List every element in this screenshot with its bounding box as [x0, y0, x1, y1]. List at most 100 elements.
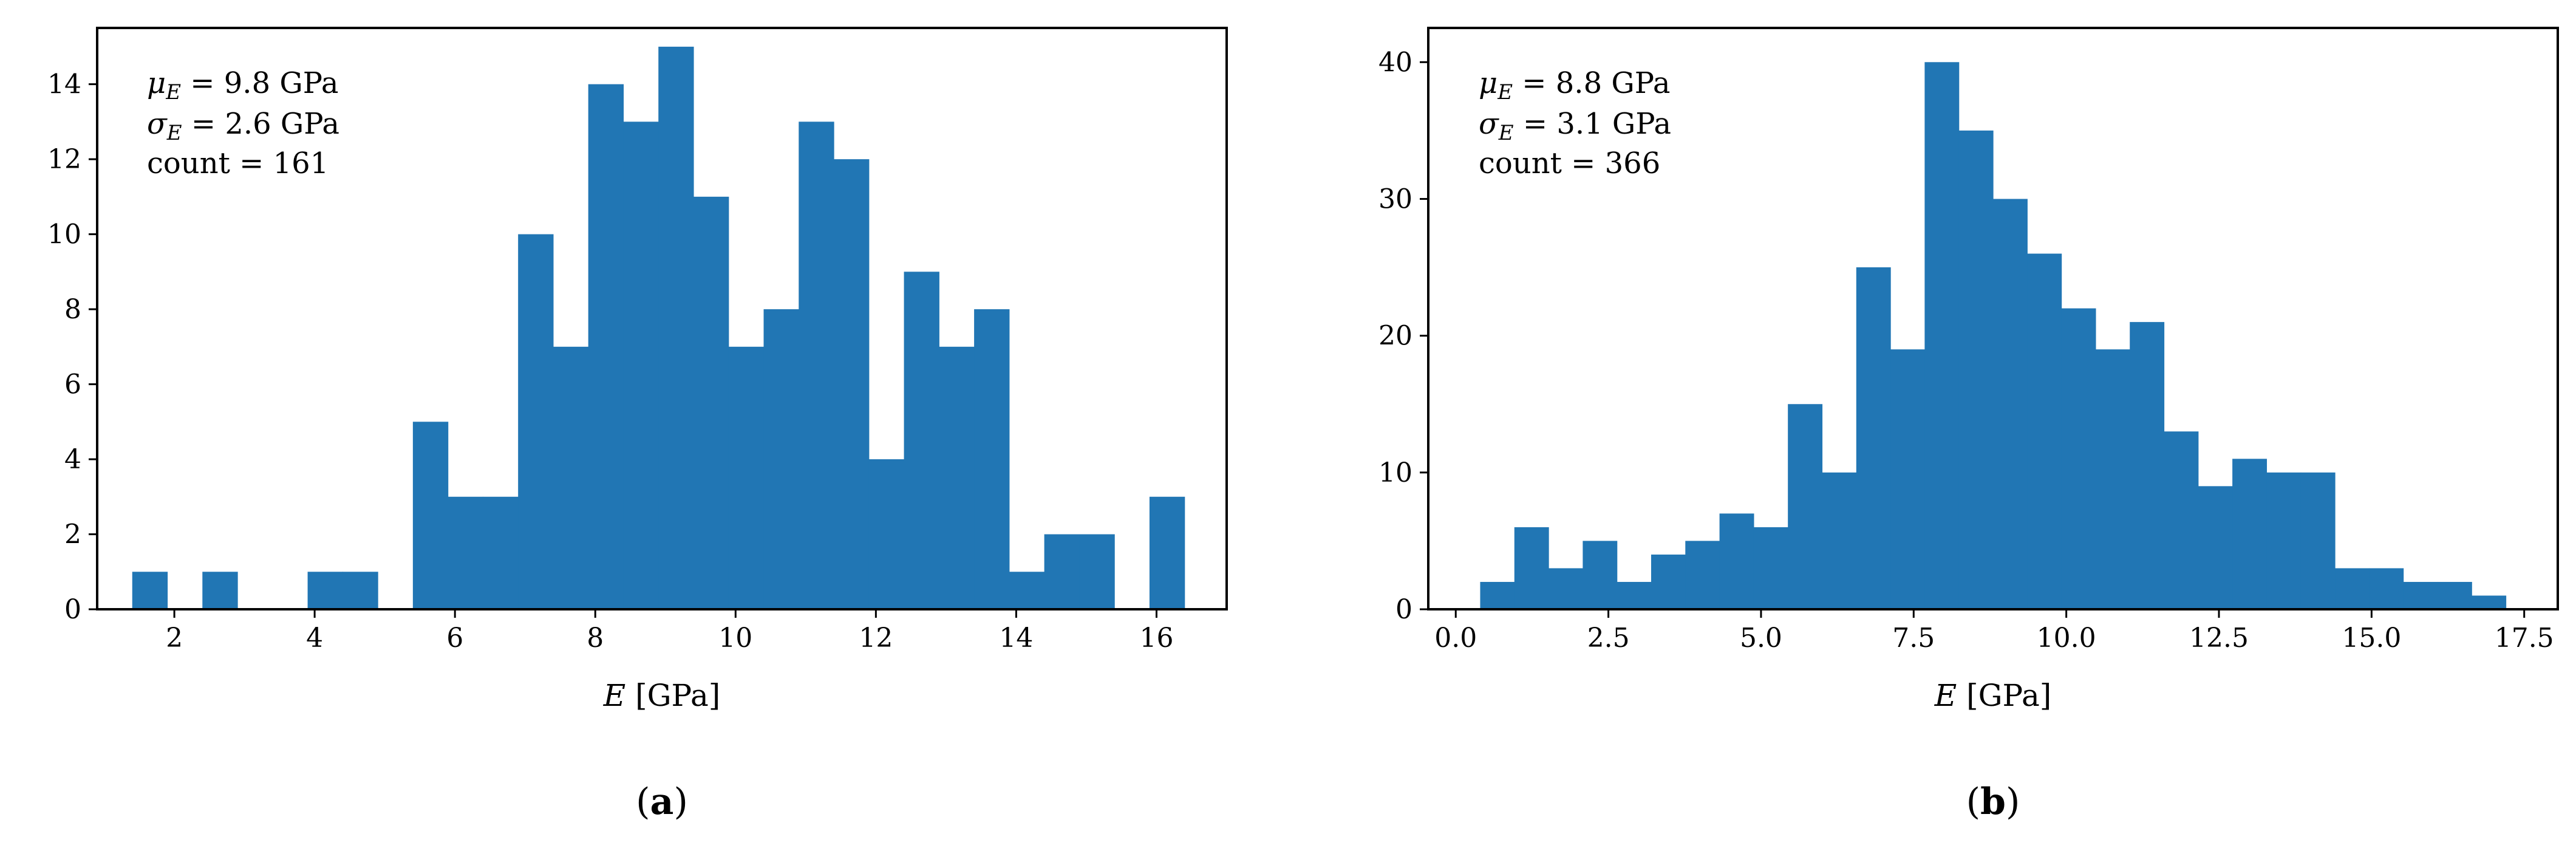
- x-tick-label: 14: [999, 623, 1033, 654]
- panel-b-count-label: count = 366: [1479, 146, 1660, 180]
- histogram-bar: [2130, 322, 2165, 609]
- histogram-bar: [1651, 554, 1686, 609]
- histogram-bar: [939, 346, 975, 609]
- panel-a-mean-label: μE = 9.8 GPa: [147, 66, 338, 104]
- panel-a-caption: (a): [636, 781, 688, 823]
- histogram-bar: [1549, 568, 1583, 609]
- panel-a-count-label: count = 161: [147, 146, 329, 180]
- x-tick-label: 10.0: [2037, 623, 2096, 654]
- histogram-bar: [623, 121, 659, 610]
- panel-b-bars: [1480, 62, 2507, 610]
- panel-a-std-label: σE = 2.6 GPa: [147, 107, 339, 145]
- histogram-bar: [2164, 431, 2199, 609]
- x-tick-label: 4: [306, 623, 323, 654]
- histogram-bar: [1044, 534, 1080, 609]
- histogram-bar: [693, 196, 729, 610]
- panel-b-ticks: 0.0 2.5 5.0 7.5 10.0 12.5 15.0 17.5 0 10 20 30 40: [1378, 47, 2554, 654]
- x-tick-label: 10: [718, 623, 752, 654]
- x-tick-label: 12: [859, 623, 893, 654]
- y-tick-label: 4: [64, 444, 81, 475]
- histogram-bar: [904, 272, 939, 609]
- y-tick-label: 8: [64, 294, 81, 325]
- x-tick-label: 16: [1139, 623, 1173, 654]
- histogram-bar: [132, 572, 168, 609]
- histogram-bar: [202, 572, 238, 609]
- histogram-bar: [1993, 199, 2028, 610]
- histogram-bar: [1822, 472, 1857, 609]
- y-tick-label: 30: [1378, 183, 1412, 214]
- histogram-bar: [1890, 349, 1925, 609]
- histogram-bar: [553, 346, 589, 609]
- histogram-bar: [1149, 496, 1185, 609]
- panel-b-frame: [1427, 27, 2559, 610]
- histogram-bar: [1788, 404, 1823, 609]
- x-tick-label: 2: [166, 623, 183, 654]
- histogram-bar: [342, 572, 378, 609]
- histogram-bar: [1514, 527, 1549, 609]
- histogram-bar: [2232, 459, 2268, 609]
- histogram-bar: [1856, 267, 1891, 609]
- panel-a-ticks: 2 4 6 8 10 12 14 16 0 2 4 6 8 10 12 14: [47, 69, 1173, 654]
- y-tick-label: 10: [47, 219, 81, 250]
- histogram-bar: [2266, 472, 2302, 609]
- histogram-bar: [728, 346, 765, 609]
- y-tick-label: 14: [47, 69, 81, 100]
- histogram-bar: [1079, 534, 1115, 609]
- histogram-bar: [868, 459, 905, 609]
- histogram-bar: [2369, 568, 2404, 609]
- y-tick-label: 0: [1395, 594, 1412, 625]
- histogram-bar: [2437, 581, 2472, 609]
- x-tick-label: 5.0: [1740, 623, 1782, 654]
- panel-b: 0.0 2.5 5.0 7.5 10.0 12.5 15.0 17.5 0 10 20 30 40 μE…: [1378, 27, 2559, 823]
- histogram-bar: [1753, 527, 1788, 609]
- panel-b-caption: (b): [1966, 781, 2020, 823]
- histogram-bar: [518, 234, 554, 610]
- histogram-bar: [974, 309, 1010, 609]
- histogram-bar: [2027, 253, 2062, 609]
- x-tick-label: 17.5: [2495, 623, 2554, 654]
- y-tick-label: 2: [64, 519, 81, 550]
- x-tick-label: 15.0: [2342, 623, 2401, 654]
- y-tick-label: 40: [1378, 47, 1412, 78]
- x-tick-label: 2.5: [1587, 623, 1630, 654]
- histogram-bar: [2335, 568, 2370, 609]
- y-tick-label: 12: [47, 144, 81, 175]
- histogram-bar: [1480, 581, 1515, 609]
- y-tick-label: 6: [64, 369, 81, 400]
- histogram-bar: [658, 46, 694, 610]
- panel-a-frame: [96, 27, 1228, 610]
- histogram-bar: [1617, 581, 1652, 609]
- histogram-bar: [448, 496, 483, 609]
- histogram-bar: [307, 572, 343, 609]
- panel-a: 2 4 6 8 10 12 14 16 0 2 4 6 8 10 12 14 μE = 9.8 GPa σE …: [47, 27, 1228, 823]
- histogram-bar: [1719, 513, 1754, 609]
- histogram-bar: [483, 496, 519, 609]
- x-tick-label: 0.0: [1434, 623, 1477, 654]
- histogram-bar: [2300, 472, 2336, 609]
- histogram-bar: [1583, 541, 1618, 609]
- histogram-bar: [763, 309, 799, 609]
- y-tick-label: 20: [1378, 321, 1412, 352]
- x-tick-label: 6: [446, 623, 463, 654]
- histogram-bar: [2198, 486, 2233, 609]
- histogram-bar: [412, 422, 449, 609]
- histogram-bar: [1009, 572, 1045, 609]
- x-tick-label: 12.5: [2189, 623, 2249, 654]
- histogram-bar: [1924, 62, 1960, 610]
- histogram-bar: [2472, 595, 2507, 609]
- y-tick-label: 0: [64, 594, 81, 625]
- panel-b-mean-label: μE = 8.8 GPa: [1479, 66, 1670, 104]
- x-tick-label: 7.5: [1892, 623, 1935, 654]
- x-tick-label: 8: [587, 623, 604, 654]
- histogram-bar: [2061, 308, 2096, 609]
- histogram-bar: [588, 84, 624, 610]
- panel-a-xlabel: E [GPa]: [603, 678, 721, 713]
- histogram-bar: [834, 159, 870, 610]
- histogram-bar: [1958, 130, 1994, 609]
- histogram-bar: [2403, 581, 2438, 609]
- histogram-bar: [2095, 349, 2130, 609]
- histogram-bar: [1685, 541, 1720, 609]
- panel-a-bars: [132, 46, 1185, 610]
- histogram-bar: [799, 121, 834, 610]
